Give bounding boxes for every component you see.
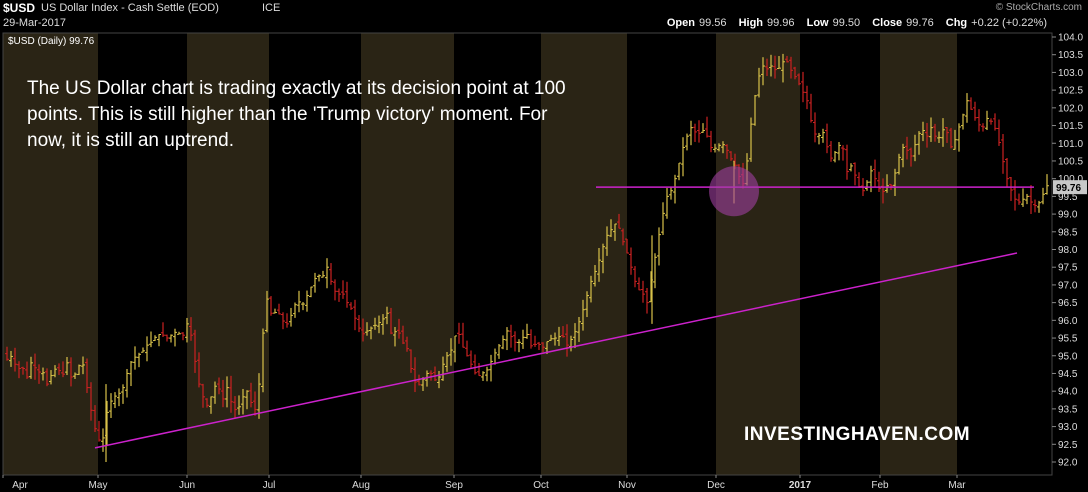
x-month-label: Jul [263,480,276,491]
y-tick-label: 92.0 [1058,458,1078,469]
ticker-symbol: $USD [3,1,36,15]
month-band [880,33,957,475]
chart-header: $USD US Dollar Index - Cash Settle (EOD)… [0,0,1088,16]
close-value: 99.76 [906,17,934,29]
change-value: +0.22 (+0.22%) [971,17,1047,29]
low-label: Low [806,17,829,29]
x-month-label: Aug [352,480,370,491]
watermark: INVESTINGHAVEN.COM [744,424,971,445]
y-tick-label: 98.0 [1058,245,1078,256]
y-tick-label: 103.5 [1058,50,1083,61]
y-tick-label: 95.5 [1058,334,1078,345]
annotation-text: The US Dollar chart is trading exactly a… [27,78,566,151]
y-tick-label: 97.5 [1058,263,1078,274]
series-label: $USD (Daily) 99.76 [8,36,95,47]
y-tick-label: 97.0 [1058,280,1078,291]
chart-date: 29-Mar-2017 [3,17,66,29]
x-month-label: Mar [948,480,966,491]
low-value: 99.50 [832,17,861,29]
y-tick-label: 100.0 [1058,174,1083,185]
ticker-name: US Dollar Index - Cash Settle (EOD) [41,2,219,14]
high-label: High [738,17,764,29]
y-tick-label: 101.0 [1058,139,1083,150]
plot-frame [2,32,1053,476]
x-month-label: Sep [445,480,463,491]
month-band [361,33,454,475]
x-month-label: Feb [871,480,889,491]
last-price-tag [1053,180,1087,195]
close-label: Close [872,17,903,29]
x-month-label: Oct [533,480,549,491]
x-month-label: Jun [179,480,195,491]
high-value: 99.96 [767,17,795,29]
highlight-circle [709,166,759,217]
y-tick-label: 93.0 [1058,422,1078,433]
y-tick-label: 104.0 [1058,33,1083,44]
x-month-label: May [89,480,108,491]
y-tick-label: 102.5 [1058,86,1083,97]
change-label: Chg [945,17,968,29]
uptrend-line [94,252,1018,449]
x-month-label: Nov [618,480,636,491]
open-label: Open [666,17,695,29]
y-tick-label: 101.5 [1058,121,1083,132]
open-value: 99.56 [698,17,727,29]
y-tick-label: 99.0 [1058,210,1078,221]
y-tick-label: 96.5 [1058,298,1078,309]
last-price-label: 99.76 [1056,183,1081,194]
y-tick-label: 94.5 [1058,369,1078,380]
ohlc-readout: Open 99.56 High 99.96 Low 99.50 Close 99.76 … [663,17,1052,29]
y-tick-label: 96.0 [1058,316,1078,327]
y-tick-label: 92.5 [1058,440,1078,451]
month-band [716,33,800,475]
y-tick-label: 94.0 [1058,387,1078,398]
y-tick-label: 98.5 [1058,227,1078,238]
month-band [541,33,627,475]
x-month-label: Apr [12,480,28,491]
x-month-label: 2017 [789,480,812,491]
y-tick-label: 100.5 [1058,156,1083,167]
y-tick-label: 95.0 [1058,351,1078,362]
y-tick-label: 93.5 [1058,404,1078,415]
y-tick-label: 103.0 [1058,68,1083,79]
y-tick-label: 99.5 [1058,192,1078,203]
x-month-label: Dec [707,480,725,491]
exchange-label: ICE [262,2,281,14]
copyright-label[interactable]: © StockCharts.com [995,2,1082,13]
month-band [3,33,98,475]
y-tick-label: 102.0 [1058,103,1083,114]
